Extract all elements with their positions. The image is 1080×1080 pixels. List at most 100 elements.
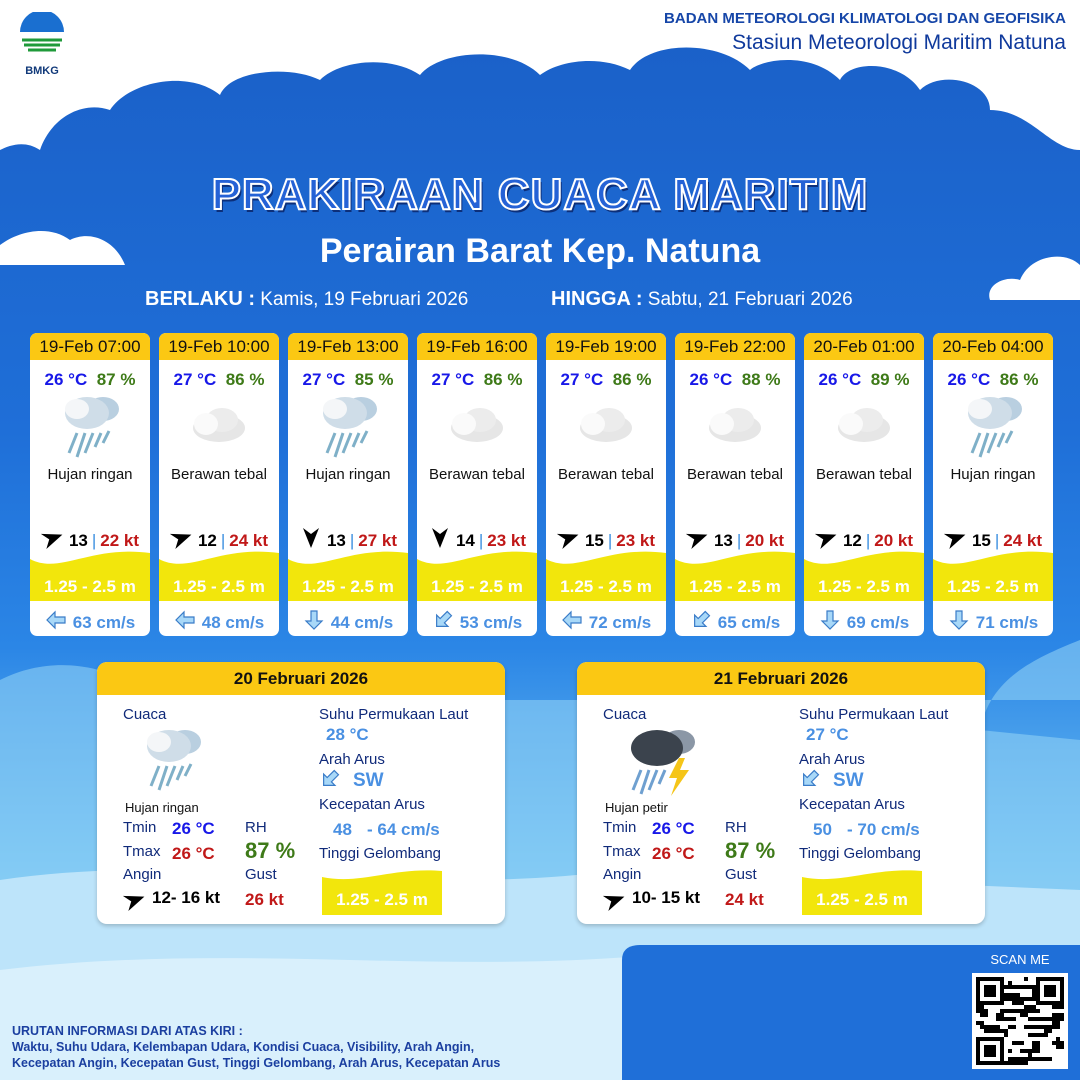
forecast-card: 20-Feb 04:00 26 °C 86 % Hujan ringan 15 |…	[933, 333, 1053, 636]
wind-speed: 13	[713, 530, 733, 550]
gust-speed: 22 kt	[100, 530, 140, 550]
gust-speed: 24 kt	[229, 530, 269, 550]
scan-me-label: SCAN ME	[990, 952, 1050, 967]
overcast-icon	[675, 390, 795, 462]
agency-header: BADAN METEOROLOGI KLIMATOLOGI DAN GEOFIS…	[664, 10, 1066, 55]
wave-shape	[30, 545, 150, 601]
weather-condition: Hujan ringan	[47, 466, 133, 483]
tmax-label: Tmax	[603, 843, 641, 860]
wind-direction-icon	[169, 526, 194, 555]
overcast-icon	[804, 390, 924, 462]
forecast-time: 20-Feb 04:00	[933, 333, 1053, 360]
current-direction-icon	[432, 609, 454, 636]
current-speed: 72 cm/s	[588, 612, 652, 632]
station-name: Stasiun Meteorologi Maritim Natuna	[732, 31, 1066, 54]
page-title: PRAKIRAAN CUACA MARITIM	[211, 169, 869, 220]
forecast-time: 19-Feb 13:00	[288, 333, 408, 360]
wave-height: 1.25 - 2.5 m	[947, 577, 1039, 596]
cloud-banner	[0, 0, 1080, 150]
light-rain-icon	[30, 390, 150, 462]
wind-speed: 13	[326, 530, 346, 550]
forecast-card: 19-Feb 10:00 27 °C 86 % Berawan tebal 12…	[159, 333, 279, 636]
daily-weather: Hujan petir	[605, 800, 668, 815]
air-temperature: 27 °C	[560, 370, 604, 389]
tmax-value: 26 °C	[172, 844, 215, 863]
valid-from-date: Kamis, 19 Februari 2026	[260, 289, 469, 310]
wind-direction-icon	[602, 888, 627, 917]
wave-shape	[933, 545, 1053, 601]
wind-speed: 15	[584, 530, 604, 550]
current-speed: 69 cm/s	[846, 612, 910, 632]
wind-label: Angin	[603, 866, 642, 883]
wind-direction-icon	[122, 888, 147, 917]
weather-label: Cuaca	[603, 706, 647, 723]
qr-code[interactable]	[972, 973, 1068, 1069]
overcast-icon	[159, 390, 279, 462]
current-dir-value: SW	[833, 770, 864, 791]
wave-shape	[675, 545, 795, 601]
wind-speed: 12	[197, 530, 217, 550]
wave-shape	[322, 870, 442, 915]
wind-value: 10- 15 kt	[632, 888, 701, 907]
rh-label: RH	[725, 819, 747, 836]
gust-speed: 20 kt	[874, 530, 914, 550]
tmin-value: 26 °C	[172, 819, 215, 838]
wind-direction-icon	[40, 526, 65, 555]
daily-date: 21 Februari 2026	[577, 662, 985, 695]
current-speed: 65 cm/s	[717, 612, 781, 632]
valid-from-label: BERLAKU :	[145, 288, 255, 310]
current-min: 48	[333, 820, 352, 839]
air-temperature: 26 °C	[44, 370, 88, 389]
current-direction-icon	[561, 609, 583, 636]
valid-to: HINGGA : Sabtu, 21 Februari 2026	[551, 288, 853, 311]
gust-label: Gust	[245, 866, 277, 883]
forecast-card: 19-Feb 19:00 27 °C 86 % Berawan tebal 15…	[546, 333, 666, 636]
wave-height: 1.25 - 2.5 m	[560, 577, 652, 596]
air-temperature: 27 °C	[431, 370, 475, 389]
daily-date: 20 Februari 2026	[97, 662, 505, 695]
wave-height: 1.25 - 2.5 m	[173, 577, 265, 596]
current-direction-icon	[303, 609, 325, 636]
current-speed: 71 cm/s	[975, 612, 1039, 632]
gust-value: 24 kt	[725, 890, 764, 909]
current-dir-value: SW	[353, 770, 384, 791]
weather-condition: Berawan tebal	[558, 466, 654, 483]
gust-label: Gust	[725, 866, 757, 883]
current-dir-label: Arah Arus	[319, 751, 385, 768]
daily-summary-card: 21 Februari 2026 Cuaca Hujan petir Tmin …	[577, 662, 985, 924]
weather-condition: Hujan ringan	[950, 466, 1036, 483]
forecast-time: 19-Feb 16:00	[417, 333, 537, 360]
current-direction-icon	[690, 609, 712, 636]
wave-height: 1.25 - 2.5 m	[818, 577, 910, 596]
cloud-decoration	[989, 256, 1080, 300]
gust-speed: 27 kt	[358, 530, 398, 550]
forecast-time: 19-Feb 07:00	[30, 333, 150, 360]
qr-section: SCAN ME	[970, 952, 1070, 1069]
wave-shape	[804, 545, 924, 601]
forecast-card: 20-Feb 01:00 26 °C 89 % Berawan tebal 12…	[804, 333, 924, 636]
humidity: 86 %	[225, 370, 265, 389]
daily-wave-height: 1.25 - 2.5 m	[336, 890, 428, 909]
wind-direction-icon	[814, 526, 839, 555]
tmax-label: Tmax	[123, 843, 161, 860]
wave-height: 1.25 - 2.5 m	[689, 577, 781, 596]
wind-label: Angin	[123, 866, 162, 883]
current-direction-icon	[819, 609, 841, 636]
wave-height: 1.25 - 2.5 m	[44, 577, 136, 596]
current-speed-label: Kecepatan Arus	[319, 796, 425, 813]
tmax-value: 26 °C	[652, 844, 695, 863]
daily-summary-card: 20 Februari 2026 Cuaca Hujan ringan Tmin…	[97, 662, 505, 924]
humidity: 89 %	[870, 370, 910, 389]
weather-label: Cuaca	[123, 706, 167, 723]
thunderstorm-icon	[617, 724, 707, 809]
agency-name: BADAN METEOROLOGI KLIMATOLOGI DAN GEOFIS…	[664, 10, 1066, 27]
forecast-time: 20-Feb 01:00	[804, 333, 924, 360]
daily-weather: Hujan ringan	[125, 800, 199, 815]
wind-direction-icon	[428, 526, 452, 555]
air-temperature: 27 °C	[173, 370, 217, 389]
forecast-time: 19-Feb 19:00	[546, 333, 666, 360]
wave-shape	[546, 545, 666, 601]
weather-condition: Berawan tebal	[687, 466, 783, 483]
wind-direction-icon	[685, 526, 710, 555]
logo-text: BMKG	[25, 65, 59, 77]
